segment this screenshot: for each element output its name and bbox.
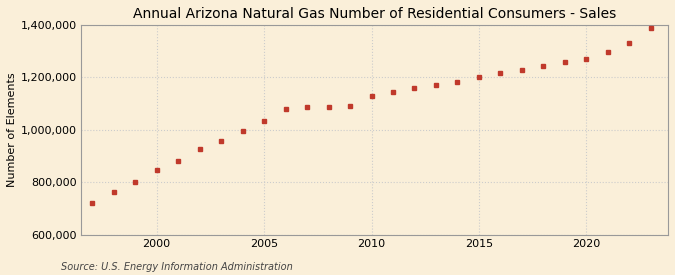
Title: Annual Arizona Natural Gas Number of Residential Consumers - Sales: Annual Arizona Natural Gas Number of Res… [133, 7, 616, 21]
Text: Source: U.S. Energy Information Administration: Source: U.S. Energy Information Administ… [61, 262, 292, 272]
Y-axis label: Number of Elements: Number of Elements [7, 72, 17, 187]
